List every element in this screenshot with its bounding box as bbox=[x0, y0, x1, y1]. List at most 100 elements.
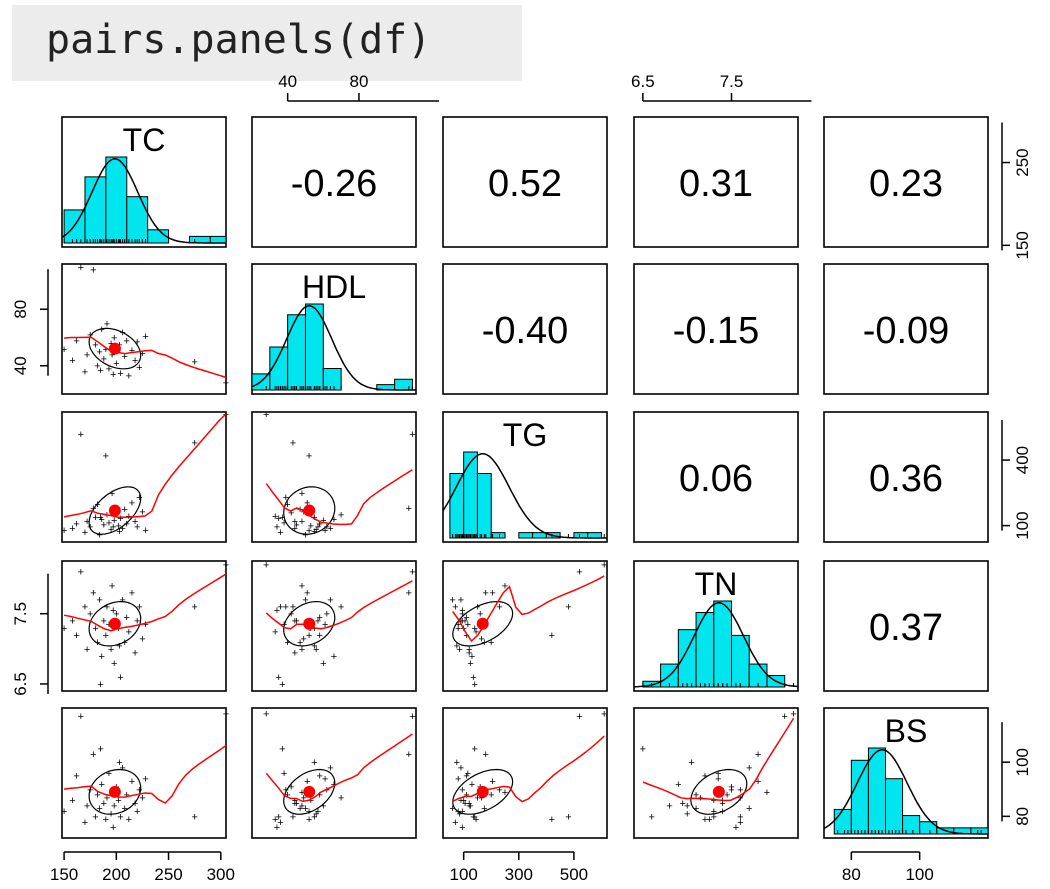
point-TG-HDL: + bbox=[409, 429, 415, 441]
point-TN-TC: + bbox=[191, 602, 197, 614]
point-TN-HDL: + bbox=[283, 602, 289, 614]
hist-bar-HDL bbox=[322, 368, 342, 391]
point-TG-HDL: + bbox=[306, 451, 312, 463]
code-text: pairs.panels(df) bbox=[46, 17, 432, 63]
point-TG-TC: + bbox=[142, 525, 148, 537]
point-BS-TC: + bbox=[104, 792, 110, 804]
point-BS-TG: + bbox=[489, 776, 495, 788]
axis-right-label-TG: 100 bbox=[1013, 511, 1032, 539]
point-TN-TG: + bbox=[489, 588, 495, 600]
point-TG-HDL: + bbox=[277, 527, 283, 539]
point-BS-TC: + bbox=[223, 708, 229, 720]
point-HDL-TC: + bbox=[223, 378, 229, 390]
point-BS-TC: + bbox=[90, 749, 96, 761]
point-TG-TC: + bbox=[139, 506, 145, 518]
point-BS-TC: + bbox=[106, 768, 112, 780]
point-BS-TC: + bbox=[129, 776, 135, 788]
point-TN-TC: + bbox=[103, 630, 109, 642]
point-BS-HDL: + bbox=[300, 792, 306, 804]
panel-BS-TC-frame bbox=[61, 707, 227, 839]
point-BS-HDL: + bbox=[306, 814, 312, 826]
hist-bar-TC bbox=[126, 196, 149, 244]
point-TG-HDL: + bbox=[304, 498, 310, 510]
panel-HDL-HDL-frame bbox=[251, 263, 417, 395]
axis-bottom-label-TC: 300 bbox=[207, 865, 235, 884]
point-TG-TC: + bbox=[96, 529, 102, 541]
point-TG-TC: + bbox=[106, 517, 112, 529]
point-BS-TG: + bbox=[502, 787, 508, 799]
point-TN-HDL: + bbox=[288, 609, 294, 621]
point-HDL-TC: + bbox=[132, 355, 138, 367]
point-BS-TN: + bbox=[737, 784, 743, 796]
point-BS-TG: + bbox=[565, 811, 571, 823]
point-TN-TC: + bbox=[139, 633, 145, 645]
correlation-TC-TG: 0.52 bbox=[488, 163, 562, 205]
point-BS-TC: + bbox=[73, 771, 79, 783]
point-TG-TC: + bbox=[97, 512, 103, 524]
scatter-BS-vs-TN: +++++++++++++++++++++++++++++++++++++ bbox=[640, 708, 797, 834]
point-TN-TG: + bbox=[459, 616, 465, 628]
correlation-TN-BS: 0.37 bbox=[869, 607, 943, 649]
point-TN-TC: + bbox=[126, 626, 132, 638]
point-TN-HDL: + bbox=[338, 602, 344, 614]
point-TN-TC: + bbox=[82, 602, 88, 614]
point-BS-TG: + bbox=[459, 806, 465, 818]
point-BS-TG: + bbox=[474, 792, 480, 804]
center-point-BS-TC bbox=[108, 785, 121, 798]
point-TG-HDL: + bbox=[317, 518, 323, 530]
hist-bar-TN bbox=[695, 611, 715, 688]
point-HDL-TC: + bbox=[78, 262, 84, 274]
point-TG-TC: + bbox=[82, 527, 88, 539]
point-TN-TC: + bbox=[111, 658, 117, 670]
point-TG-HDL: + bbox=[331, 514, 337, 526]
point-TN-TC: + bbox=[84, 644, 90, 656]
panel-HDL-TN-frame bbox=[633, 263, 799, 395]
point-BS-TC: + bbox=[98, 779, 104, 791]
ellipse-BS-TC bbox=[88, 768, 142, 815]
point-TN-TC: + bbox=[116, 640, 122, 652]
hist-bar-BS bbox=[833, 808, 852, 835]
point-TG-TC: + bbox=[124, 518, 130, 530]
point-TG-TC: + bbox=[73, 518, 79, 530]
panel-TG-TC-frame bbox=[61, 411, 227, 543]
point-TN-HDL: + bbox=[276, 672, 282, 684]
point-TN-HDL: + bbox=[313, 644, 319, 656]
ellipse-BS-HDL bbox=[283, 768, 336, 815]
point-BS-TC: + bbox=[97, 744, 103, 756]
point-BS-HDL: + bbox=[284, 790, 290, 802]
point-TN-TC: + bbox=[109, 581, 115, 593]
smooth-line-TG-HDL bbox=[265, 469, 413, 526]
point-TN-HDL: + bbox=[311, 640, 317, 652]
point-HDL-TC: + bbox=[73, 335, 79, 347]
point-TN-TG: + bbox=[466, 644, 472, 656]
point-HDL-TC: + bbox=[84, 349, 90, 361]
point-TG-TC: + bbox=[110, 522, 116, 534]
point-HDL-TC: + bbox=[90, 265, 96, 277]
axis-left-label-HDL: 40 bbox=[11, 356, 30, 375]
point-HDL-TC: + bbox=[97, 365, 103, 377]
point-TG-HDL: + bbox=[322, 525, 328, 537]
axis-bottom-label-TG: 300 bbox=[505, 865, 533, 884]
point-TN-TC: + bbox=[134, 616, 140, 628]
point-TG-HDL: + bbox=[274, 522, 280, 534]
point-BS-TN: + bbox=[715, 768, 721, 780]
scatter-TN-vs-TG: +++++++++++++++++++++++++++++++++++++ bbox=[449, 560, 607, 691]
point-TN-TG: + bbox=[459, 605, 465, 617]
point-BS-TG: + bbox=[496, 784, 502, 796]
point-BS-TG: + bbox=[470, 811, 476, 823]
point-TN-HDL: + bbox=[277, 602, 283, 614]
point-BS-TN: + bbox=[702, 814, 708, 826]
point-TG-HDL: + bbox=[272, 511, 278, 523]
point-BS-TN: + bbox=[693, 790, 699, 802]
point-BS-HDL: + bbox=[317, 771, 323, 783]
hist-bar-TG bbox=[476, 473, 492, 539]
point-TN-TG: + bbox=[462, 616, 468, 628]
point-BS-TG: + bbox=[549, 814, 555, 826]
point-TN-TG: + bbox=[478, 633, 484, 645]
point-TN-TG: + bbox=[452, 602, 458, 614]
correlation-HDL-TG: -0.40 bbox=[482, 310, 569, 352]
point-TN-TG: + bbox=[456, 644, 462, 656]
point-TN-TG: + bbox=[458, 595, 464, 607]
point-TN-TC: + bbox=[87, 609, 93, 621]
point-HDL-TC: + bbox=[96, 347, 102, 359]
